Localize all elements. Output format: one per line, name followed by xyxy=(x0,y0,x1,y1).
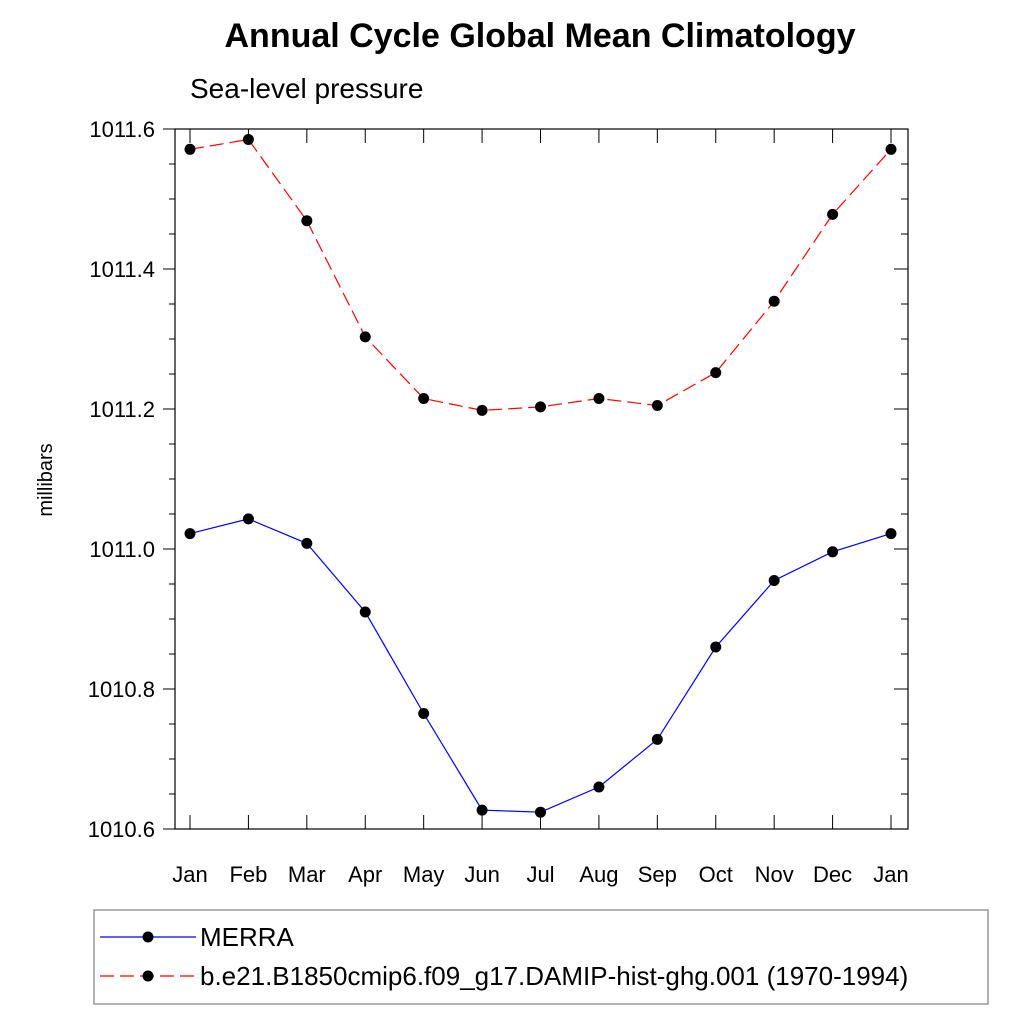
data-point-0 xyxy=(593,781,605,793)
data-point-1 xyxy=(301,215,313,227)
y-tick-label: 1010.8 xyxy=(88,677,155,702)
data-point-0 xyxy=(359,606,371,618)
x-tick-label: Dec xyxy=(813,862,852,887)
tick-labels: Jan Feb Mar Apr May Jun Jul Aug Sep Oct Nov Dec Jan 1… xyxy=(88,117,909,887)
x-tick-label: Jan xyxy=(873,862,908,887)
x-tick-label: Jan xyxy=(172,862,207,887)
legend-entries: MERRA b.e21.B1850cmip6.f09_g17.DAMIP-hist… xyxy=(100,922,908,991)
x-tick-label: Sep xyxy=(638,862,677,887)
y-tick-label: 1011.2 xyxy=(89,397,155,422)
data-point-1 xyxy=(827,208,839,220)
y-tick-label: 1010.6 xyxy=(88,817,155,842)
data-point-0 xyxy=(242,513,254,525)
data-point-1 xyxy=(885,143,897,155)
x-tick-label: Jun xyxy=(464,862,499,887)
x-tick-label: Nov xyxy=(755,862,794,887)
series-line-1 xyxy=(189,138,892,412)
legend-marker-1 xyxy=(142,970,154,982)
data-point-1 xyxy=(710,367,722,379)
data-point-1 xyxy=(184,143,196,155)
y-tick-label: 1011.0 xyxy=(89,537,155,562)
y-tick-label: 1011.6 xyxy=(89,117,155,142)
data-point-0 xyxy=(827,546,839,558)
legend-marker-0 xyxy=(142,931,154,943)
data-point-1 xyxy=(593,393,605,404)
x-tick-label: Mar xyxy=(288,862,326,887)
data-point-1 xyxy=(651,400,663,411)
legend xyxy=(93,909,989,1005)
legend-label-1: b.e21.B1850cmip6.f09_g17.DAMIP-hist-ghg.… xyxy=(200,961,908,991)
y-tick-label: 1011.4 xyxy=(89,257,155,282)
x-tick-label: Jul xyxy=(526,862,554,887)
data-point-0 xyxy=(418,708,430,719)
legend-label-0: MERRA xyxy=(200,922,295,952)
axes-ticks xyxy=(163,128,908,830)
data-point-1 xyxy=(476,404,488,416)
x-tick-label: Apr xyxy=(348,862,382,887)
plot-frame xyxy=(174,128,909,830)
x-tick-label: Oct xyxy=(699,862,733,887)
x-tick-label: Feb xyxy=(229,862,267,887)
data-point-0 xyxy=(710,641,722,653)
x-tick-label: Aug xyxy=(579,862,618,887)
data-point-1 xyxy=(242,134,254,145)
data-point-1 xyxy=(359,331,371,343)
data-point-0 xyxy=(885,528,897,540)
data-point-0 xyxy=(768,575,780,586)
x-tick-label: May xyxy=(403,862,445,887)
data-point-0 xyxy=(476,804,488,816)
chart-subtitle: Sea-level pressure xyxy=(190,73,423,104)
data-point-0 xyxy=(184,528,196,540)
data-point-1 xyxy=(768,295,780,307)
data-point-1 xyxy=(418,393,430,404)
chart-title: Annual Cycle Global Mean Climatology xyxy=(225,17,856,55)
y-axis-label: millibars xyxy=(35,443,57,516)
series-layer xyxy=(184,134,897,818)
data-point-1 xyxy=(535,401,546,413)
data-point-0 xyxy=(535,806,546,818)
data-point-0 xyxy=(651,733,663,745)
data-point-0 xyxy=(301,537,313,549)
series-line-0 xyxy=(189,518,892,813)
